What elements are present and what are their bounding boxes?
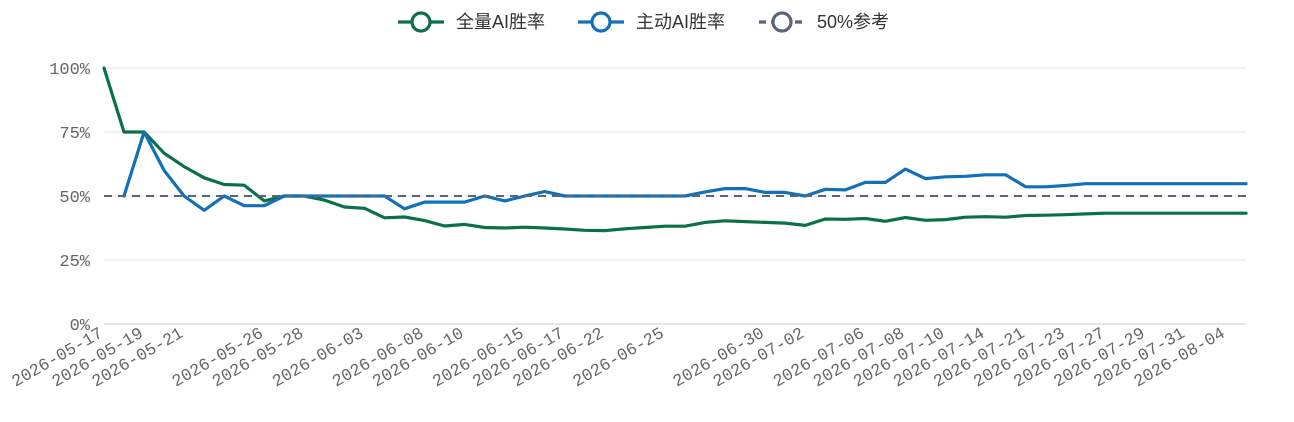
y-tick-label: 0%: [70, 317, 91, 336]
y-tick-label: 25%: [59, 253, 90, 272]
legend-label: 50%参考: [817, 12, 889, 32]
chart-series: [102, 66, 1248, 233]
legend-label: 全量AI胜率: [456, 12, 545, 32]
legend-label: 主动AI胜率: [636, 12, 725, 32]
x-axis-ticks: 2026-05-172026-05-192026-05-212026-05-26…: [9, 325, 1229, 392]
y-tick-label: 50%: [59, 189, 90, 208]
series-line-1: [102, 66, 1248, 233]
legend-item[interactable]: 全量AI胜率: [398, 11, 545, 33]
y-tick-label: 75%: [59, 125, 90, 144]
chart-legend[interactable]: 全量AI胜率 主动AI胜率 50%参考: [398, 11, 889, 33]
y-tick-label: 100%: [49, 61, 91, 80]
legend-swatch-marker: [771, 11, 793, 33]
legend-item[interactable]: 50%参考: [759, 11, 889, 33]
legend-swatch-marker: [590, 11, 612, 33]
legend-item[interactable]: 主动AI胜率: [578, 11, 725, 33]
legend-swatch-marker: [410, 11, 432, 33]
series-line-2: [122, 130, 1248, 212]
y-axis-ticks: 0% 25% 50% 75% 100%: [49, 61, 91, 336]
